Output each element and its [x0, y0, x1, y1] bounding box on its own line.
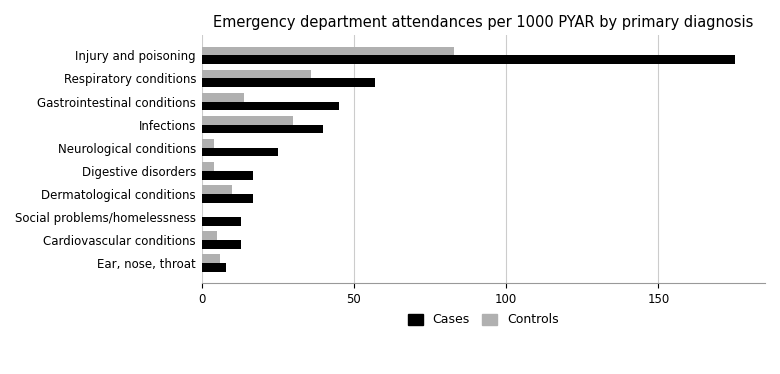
- Bar: [201, 171, 254, 180]
- Bar: [201, 102, 339, 110]
- Bar: [201, 231, 217, 240]
- Bar: [201, 240, 241, 249]
- Bar: [201, 70, 311, 79]
- Bar: [201, 79, 375, 87]
- Bar: [201, 55, 735, 64]
- Bar: [201, 185, 232, 194]
- Bar: [201, 47, 454, 55]
- Bar: [201, 139, 214, 148]
- Bar: [201, 217, 241, 226]
- Bar: [201, 148, 278, 156]
- Bar: [201, 125, 324, 134]
- Bar: [201, 254, 220, 263]
- Bar: [201, 263, 226, 272]
- Bar: [201, 162, 214, 171]
- Title: Emergency department attendances per 1000 PYAR by primary diagnosis: Emergency department attendances per 100…: [213, 15, 753, 30]
- Legend: Cases, Controls: Cases, Controls: [402, 309, 564, 331]
- Bar: [201, 194, 254, 203]
- Bar: [201, 93, 244, 102]
- Bar: [201, 116, 293, 125]
